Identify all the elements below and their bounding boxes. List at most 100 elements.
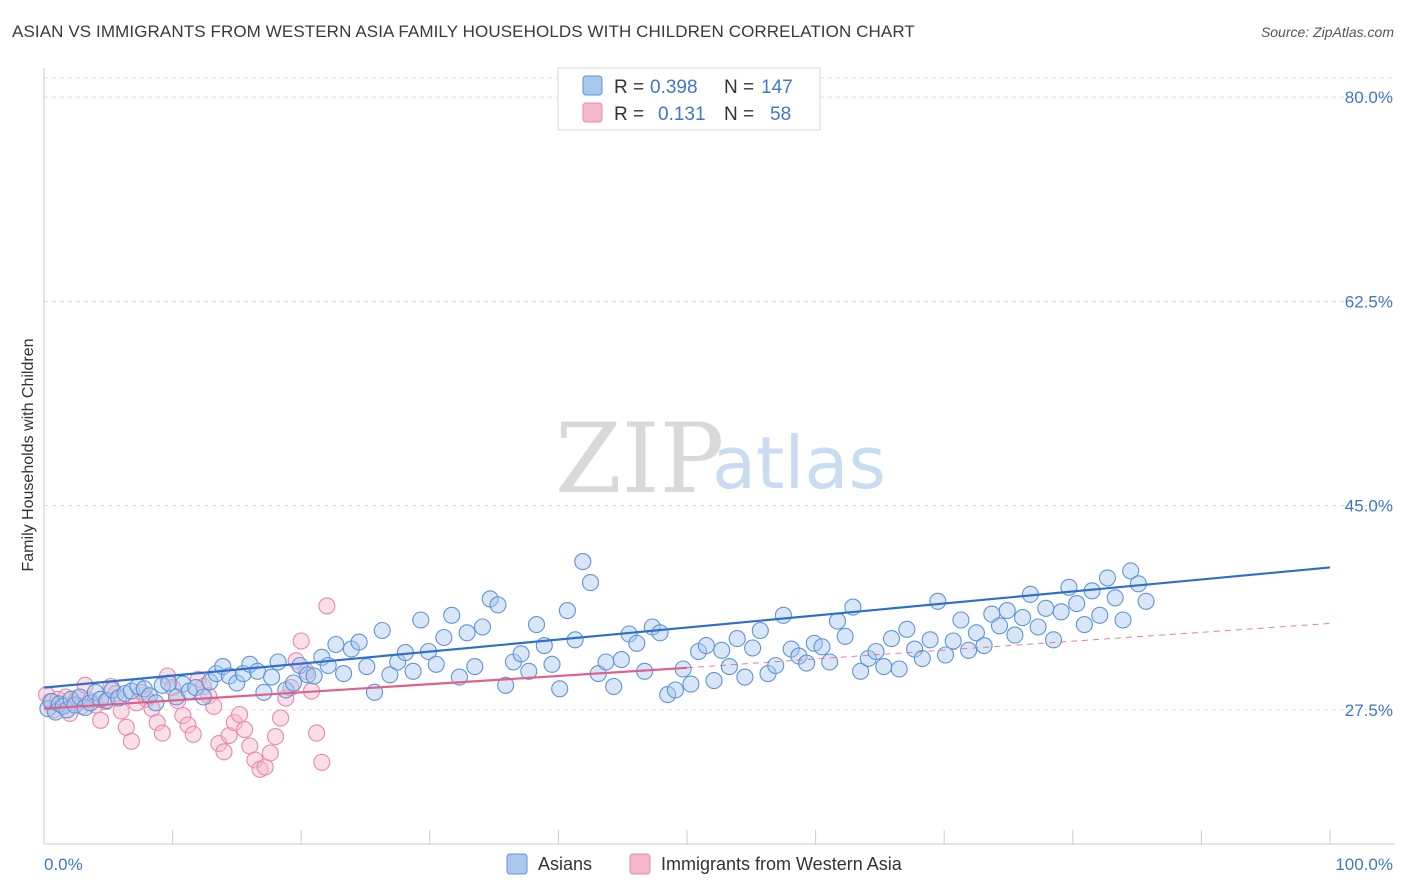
axes [43, 68, 1395, 845]
asians-point [898, 620, 916, 638]
asians-point [852, 662, 870, 680]
asians-point [305, 667, 323, 685]
bottom-legend-label-asians: Asians [538, 854, 592, 874]
asians-point [566, 631, 584, 649]
asians-point [581, 574, 600, 592]
asians-point [828, 612, 847, 630]
legend-r-value-asians: 0.398 [650, 77, 698, 98]
asians-point [975, 637, 993, 655]
asians-point [990, 617, 1009, 635]
asians-point [512, 645, 530, 663]
asians-point [921, 631, 939, 649]
chart-source: Source: ZipAtlas.com [1260, 24, 1394, 40]
asians-point [174, 675, 192, 693]
asians-point [458, 624, 476, 642]
x-tick-label-max: 100.0% [1335, 855, 1393, 874]
immigrants-point [153, 724, 171, 742]
immigrants-point [215, 743, 233, 761]
asians-point [473, 618, 492, 636]
asians-point [875, 658, 893, 676]
asians-point [890, 660, 908, 678]
asians-point [489, 596, 507, 614]
immigrants-point [308, 724, 326, 742]
asians-point [1029, 618, 1047, 636]
immigrants-point [272, 709, 290, 727]
asians-point [558, 602, 576, 620]
y-tick-label: 80.0% [1345, 88, 1393, 107]
asians-point [1037, 599, 1055, 617]
immigrants-point [179, 716, 197, 734]
legend-r-label-asians: R = [614, 77, 644, 98]
asians-point [836, 627, 854, 645]
asians-point [427, 655, 445, 673]
asians-point [335, 665, 353, 683]
asians-point [1091, 606, 1109, 624]
immigrants-point [313, 753, 331, 771]
asians-point [381, 666, 399, 684]
asians-point [798, 654, 816, 672]
asians-point [1014, 609, 1032, 627]
immigrants-point [148, 714, 166, 732]
asians-point [720, 658, 738, 676]
y-tick-label: 62.5% [1345, 292, 1393, 311]
asians-point [744, 639, 762, 657]
bottom-legend-label-immigrants: Immigrants from Western Asia [661, 854, 903, 874]
immigrants-point [318, 597, 336, 615]
asians-point [913, 649, 931, 668]
asians-point [263, 668, 281, 686]
asians-point [140, 687, 159, 705]
asians-point [327, 635, 345, 654]
asians-point [960, 641, 978, 659]
asians-point [1068, 595, 1086, 613]
asians-point [682, 675, 700, 693]
trend-lines [43, 566, 1331, 710]
legend-r-value-immigrants: 0.131 [658, 104, 706, 125]
asians-point [936, 646, 955, 664]
legend-n-label-immigrants: N = [724, 104, 754, 125]
legend-swatch-immigrants [582, 102, 603, 123]
asians-point [1044, 631, 1063, 649]
watermark-atlas: atlas [712, 421, 886, 505]
asians-point [767, 656, 785, 675]
asians-point [612, 651, 630, 669]
immigrants-point [92, 711, 110, 729]
asians-point [543, 655, 561, 673]
bottom-legend-swatch-immigrants [629, 853, 651, 875]
asians-point [882, 630, 901, 648]
asians-point [551, 680, 569, 698]
immigrants-point [220, 726, 238, 745]
asians-point [1122, 562, 1140, 580]
asians-point [736, 668, 754, 686]
asians-point [404, 662, 422, 680]
immigrants-point [236, 721, 254, 739]
x-tick-labels: 0.0% 100.0% [44, 855, 1393, 874]
asians-point [728, 630, 746, 648]
y-axis-label: Family Households with Children [20, 339, 37, 572]
asians-point [207, 665, 225, 683]
chart-title: ASIAN VS IMMIGRANTS FROM WESTERN ASIA FA… [12, 22, 915, 41]
immigrants-trend-extension [686, 622, 1331, 669]
legend-bottom: Asians Immigrants from Western Asia [506, 853, 903, 875]
asians-point [697, 637, 715, 655]
asians-point [92, 690, 110, 708]
asians-point [435, 628, 453, 647]
asians-point [574, 553, 592, 571]
asians-point [1052, 603, 1070, 621]
immigrants-point [266, 728, 285, 746]
asians-point [666, 681, 684, 699]
asians-point [944, 632, 962, 650]
y-tick-label: 45.0% [1345, 497, 1393, 516]
asians-point [651, 624, 669, 642]
asians-trend-line [43, 566, 1331, 689]
asians-point [71, 688, 89, 706]
asians-point [412, 611, 430, 629]
legend-n-value-asians: 147 [761, 77, 793, 98]
legend-swatch-asians [582, 75, 603, 96]
asians-point [967, 624, 985, 642]
asians-point [373, 621, 391, 640]
asians-point [821, 653, 839, 671]
bottom-legend-swatch-asians [506, 853, 528, 875]
asians-point [1006, 626, 1024, 644]
asians-point [1114, 611, 1132, 629]
asians-point [628, 634, 646, 652]
